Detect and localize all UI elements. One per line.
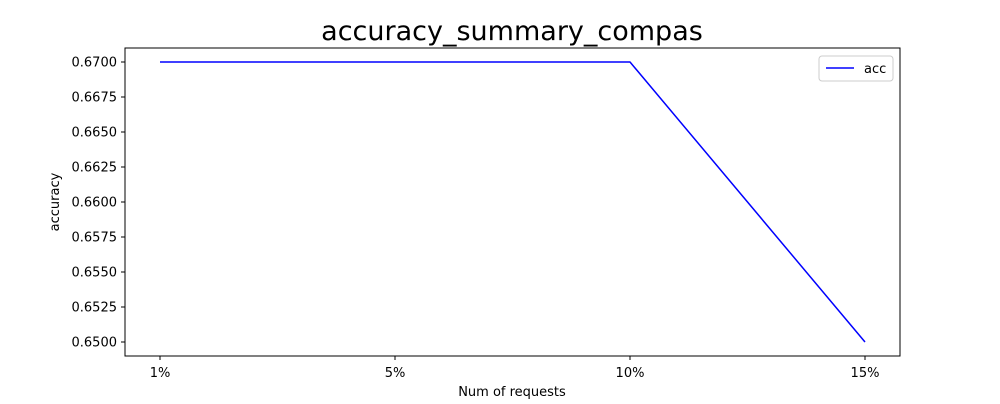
legend-box	[818, 55, 894, 82]
y-tick-label: 0.6625	[72, 161, 118, 176]
y-tick-label: 0.6700	[72, 56, 118, 71]
y-tick-label: 0.6650	[72, 126, 118, 141]
x-tick-label: 15%	[851, 366, 880, 381]
x-tick-label: 10%	[616, 366, 645, 381]
y-axis-label: accuracy	[48, 172, 63, 231]
x-tick-label: 5%	[385, 366, 406, 381]
legend: acc	[818, 55, 894, 82]
y-tick-label: 0.6600	[72, 196, 118, 211]
y-tick-label: 0.6500	[72, 336, 118, 351]
y-tick-label: 0.6675	[72, 91, 118, 106]
y-tick-label: 0.6575	[72, 231, 118, 246]
y-axis: 0.6500 0.6525 0.6550 0.6575 0.6600 0.6625 0.66…	[72, 56, 125, 351]
x-axis: 1% 5% 10% 15%	[150, 356, 880, 381]
legend-label-acc: acc	[864, 62, 886, 77]
x-tick-label: 1%	[150, 366, 171, 381]
series-layer	[160, 61, 866, 343]
y-tick-label: 0.6525	[72, 301, 118, 316]
y-tick-label: 0.6550	[72, 266, 118, 281]
plot-area-frame	[124, 47, 901, 357]
chart-title: accuracy_summary_compas	[321, 16, 703, 47]
x-axis-label: Num of requests	[458, 385, 566, 400]
series-line-acc	[160, 61, 866, 343]
